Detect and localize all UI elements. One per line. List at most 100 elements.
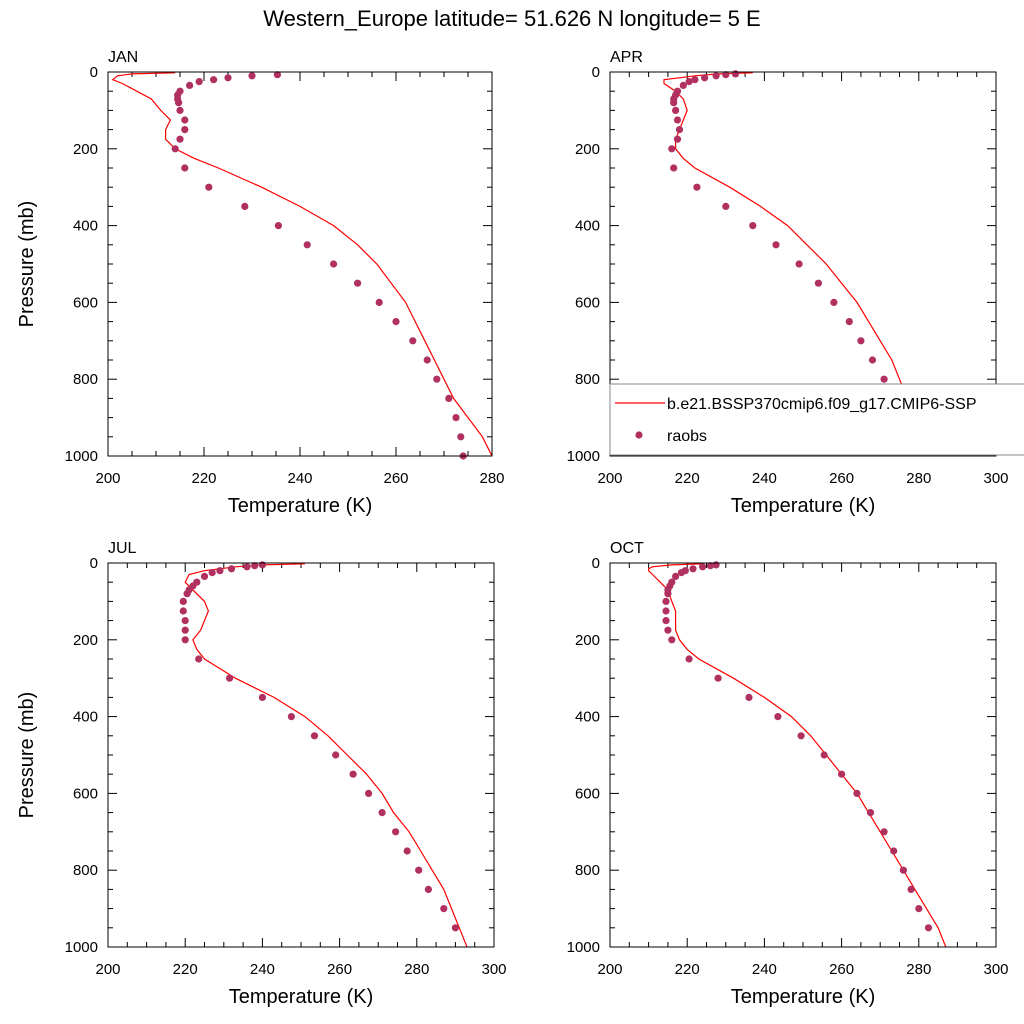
- raobs-point: [689, 565, 697, 573]
- raobs-point: [675, 126, 684, 134]
- raobs-point: [195, 78, 203, 86]
- raobs-point: [853, 789, 861, 798]
- y-tick-label: 600: [73, 294, 98, 311]
- raobs-point: [820, 751, 828, 759]
- raobs-point: [814, 279, 823, 287]
- panel-label: APR: [610, 49, 643, 66]
- y-tick-label: 200: [575, 141, 600, 158]
- x-axis-title: Temperature (K): [228, 495, 373, 517]
- raobs-point: [774, 713, 782, 721]
- raobs-point: [662, 597, 670, 606]
- raobs-point: [857, 337, 865, 345]
- raobs-point: [772, 241, 780, 249]
- panel-label: OCT: [610, 540, 644, 557]
- raobs-point: [181, 116, 189, 124]
- panel-label: JAN: [108, 49, 138, 66]
- raobs-point: [866, 809, 875, 817]
- raobs-point: [392, 318, 400, 326]
- legend-model-label: b.e21.BSSP370cmip6.f09_g17.CMIP6-SSP: [667, 396, 977, 413]
- x-tick-label: 200: [95, 470, 120, 487]
- raobs-point: [332, 751, 340, 759]
- y-tick-label: 800: [575, 862, 600, 879]
- raobs-point: [899, 866, 908, 874]
- raobs-point: [226, 674, 234, 682]
- raobs-point: [749, 222, 757, 230]
- y-tick-label: 800: [73, 862, 98, 879]
- x-tick-label: 260: [829, 470, 854, 487]
- raobs-point: [457, 433, 465, 441]
- raobs-point: [378, 809, 386, 817]
- x-tick-label: 220: [675, 961, 700, 978]
- raobs-point: [731, 70, 740, 78]
- ticks-jul: [107, 562, 495, 948]
- raobs-point: [365, 789, 373, 798]
- raobs-point: [722, 71, 730, 79]
- x-tick-label: 240: [752, 961, 777, 978]
- x-tick-label: 300: [983, 470, 1008, 487]
- x-tick-label: 220: [191, 470, 216, 487]
- panel-oct: 200 220 240 260 280 300 0 200 400 600 800 1000 Tempe…: [567, 540, 1009, 1008]
- x-tick-label: 260: [327, 961, 352, 978]
- legend-background: [610, 384, 1024, 455]
- plot-frame: [107, 71, 493, 457]
- legend-raobs-swatch: [635, 431, 643, 439]
- plot-frame: [609, 71, 997, 457]
- x-tick-label: 240: [250, 961, 275, 978]
- raobs-point: [227, 565, 236, 573]
- raobs-point: [409, 337, 417, 345]
- raobs-point: [672, 106, 680, 114]
- y-tick-label: 200: [575, 632, 600, 649]
- legend: b.e21.BSSP370cmip6.f09_g17.CMIP6-SSPraob…: [609, 383, 1024, 456]
- raobs-point: [668, 145, 676, 153]
- raobs-point: [440, 905, 448, 913]
- panel-apr: 200 220 240 260 280 300 0 200 400 600 800 1000 Tempe…: [567, 49, 1009, 517]
- raobs-point: [183, 590, 191, 598]
- raobs-point: [662, 617, 670, 625]
- raobs-point: [673, 116, 682, 124]
- raobs-point: [349, 770, 357, 778]
- y-axis-title: Pressure (mb): [16, 692, 38, 819]
- raobs-point: [181, 617, 189, 625]
- x-axis-title: Temperature (K): [731, 986, 876, 1008]
- y-tick-label: 800: [73, 371, 98, 388]
- panel-jul: 200 220 240 260 280 300 0 200 400 600 800 1000 Tempe…: [16, 540, 507, 1008]
- raobs-point: [179, 607, 187, 615]
- x-tick-label: 300: [983, 961, 1008, 978]
- raobs-points: [179, 561, 459, 932]
- raobs-point: [670, 164, 678, 172]
- raobs-point: [712, 72, 720, 80]
- raobs-point: [433, 375, 441, 383]
- raobs-point: [303, 241, 311, 249]
- raobs-point: [415, 866, 423, 874]
- raobs-point: [838, 770, 846, 778]
- raobs-point: [880, 375, 888, 383]
- model-line: [647, 563, 947, 947]
- raobs-point: [287, 713, 295, 721]
- raobs-point: [200, 572, 209, 581]
- raobs-point: [693, 183, 701, 191]
- ticks-apr: [609, 71, 997, 457]
- raobs-point: [181, 164, 189, 172]
- raobs-point: [664, 590, 672, 598]
- x-tick-label: 280: [906, 470, 931, 487]
- raobs-point: [354, 279, 362, 287]
- x-tick-label: 200: [95, 961, 120, 978]
- raobs-point: [274, 222, 282, 230]
- raobs-point: [672, 572, 680, 581]
- x-tick-label: 280: [404, 961, 429, 978]
- x-tick-label: 220: [675, 470, 700, 487]
- y-tick-label: 600: [73, 785, 98, 802]
- raobs-point: [258, 561, 266, 569]
- raobs-point: [181, 126, 189, 134]
- x-axis-title: Temperature (K): [229, 986, 374, 1008]
- raobs-point: [241, 202, 249, 210]
- raobs-points: [662, 561, 933, 932]
- raobs-point: [403, 847, 411, 855]
- model-line: [111, 72, 492, 456]
- raobs-point: [186, 81, 194, 89]
- raobs-point: [273, 71, 281, 79]
- raobs-point: [216, 567, 224, 575]
- x-tick-label: 200: [597, 961, 622, 978]
- raobs-points: [171, 71, 467, 460]
